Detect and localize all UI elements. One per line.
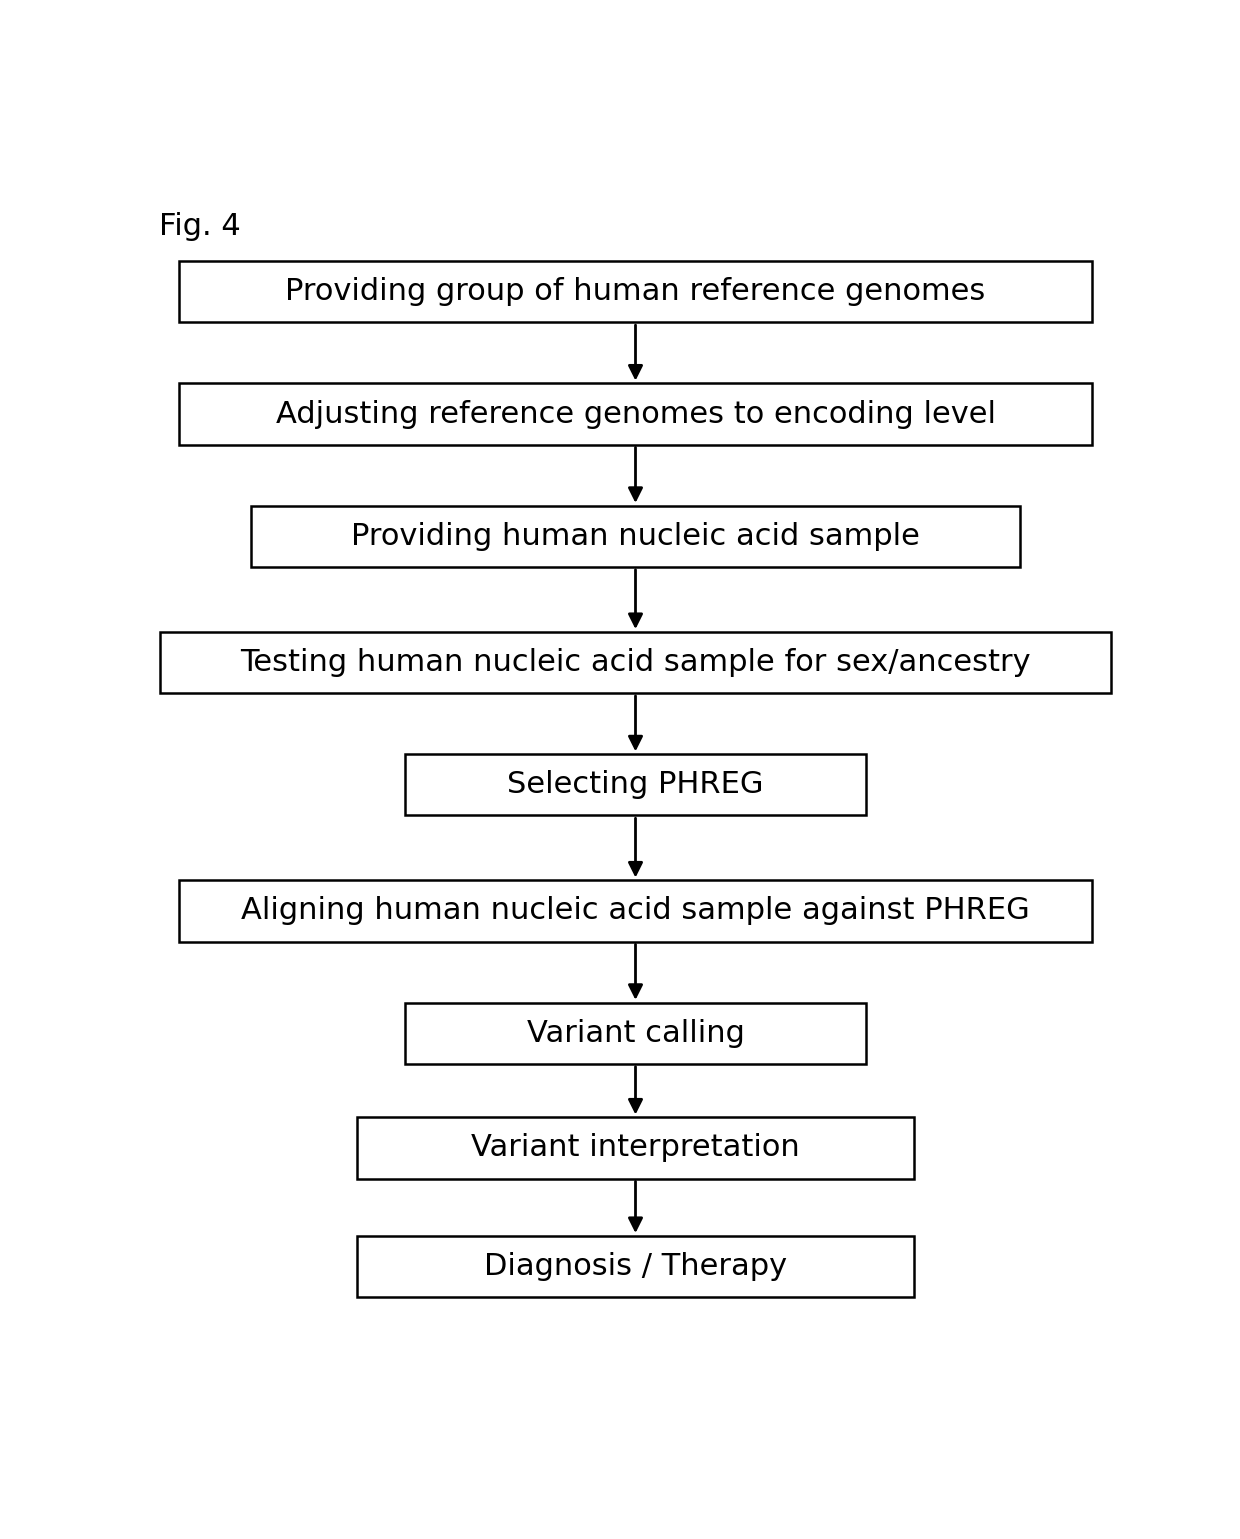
Text: Providing human nucleic acid sample: Providing human nucleic acid sample [351,522,920,551]
FancyBboxPatch shape [179,262,1092,322]
FancyBboxPatch shape [160,633,1111,693]
Text: Aligning human nucleic acid sample against PHREG: Aligning human nucleic acid sample again… [241,897,1030,925]
Text: Diagnosis / Therapy: Diagnosis / Therapy [484,1253,787,1280]
FancyBboxPatch shape [357,1117,914,1179]
FancyBboxPatch shape [179,383,1092,445]
FancyBboxPatch shape [404,754,867,816]
FancyBboxPatch shape [250,506,1021,566]
FancyBboxPatch shape [357,1236,914,1297]
Text: Selecting PHREG: Selecting PHREG [507,771,764,799]
Text: Fig. 4: Fig. 4 [159,212,241,242]
Text: Providing group of human reference genomes: Providing group of human reference genom… [285,277,986,306]
Text: Adjusting reference genomes to encoding level: Adjusting reference genomes to encoding … [275,400,996,428]
FancyBboxPatch shape [179,880,1092,942]
Text: Variant interpretation: Variant interpretation [471,1134,800,1162]
Text: Variant calling: Variant calling [527,1019,744,1048]
FancyBboxPatch shape [404,1003,867,1063]
Text: Testing human nucleic acid sample for sex/ancestry: Testing human nucleic acid sample for se… [241,648,1030,677]
